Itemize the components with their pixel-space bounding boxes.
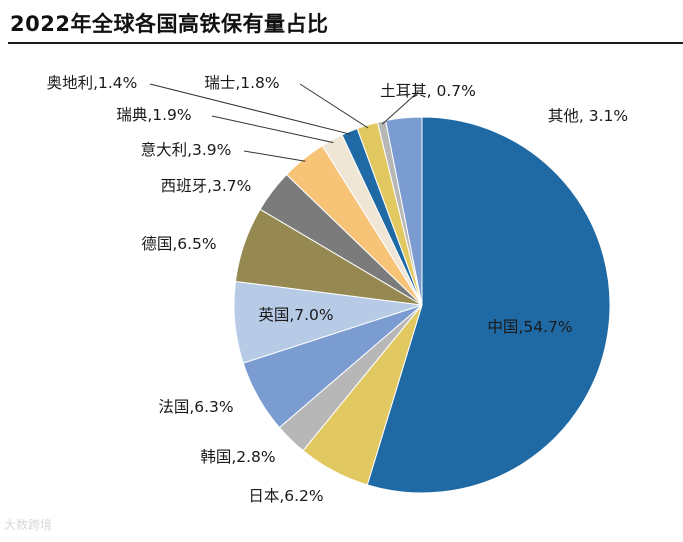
slice-label-2: 日本,6.2% <box>248 487 323 505</box>
leader-line-9 <box>211 115 334 144</box>
leader-line-8 <box>243 150 306 162</box>
slice-label-5: 英国,7.0% <box>258 306 333 324</box>
slice-label-3: 韩国,2.8% <box>200 448 275 466</box>
leader-line-12 <box>381 91 419 125</box>
slice-label-9: 瑞典,1.9% <box>116 106 191 124</box>
slice-label-8: 意大利,3.9% <box>141 140 232 159</box>
watermark: 大数跨境 <box>4 518 53 532</box>
slice-label-10: 奥地利,1.4% <box>47 74 138 92</box>
slice-label-13: 其他, 3.1% <box>548 107 628 125</box>
slice-label-6: 德国,6.5% <box>141 235 216 253</box>
slice-label-7: 西班牙,3.7% <box>161 177 252 195</box>
pie-slice-1 <box>366 116 611 494</box>
slice-label-12: 土耳其, 0.7% <box>380 82 476 100</box>
slice-label-1: 中国,54.7% <box>487 318 572 336</box>
title-divider <box>8 42 683 44</box>
slice-label-11: 瑞士,1.8% <box>204 74 279 92</box>
chart-title: 2022年全球各国高铁保有量占比 <box>10 12 329 36</box>
leader-line-10 <box>149 83 351 135</box>
slice-label-4: 法国,6.3% <box>158 398 233 416</box>
leader-line-11 <box>299 83 369 129</box>
